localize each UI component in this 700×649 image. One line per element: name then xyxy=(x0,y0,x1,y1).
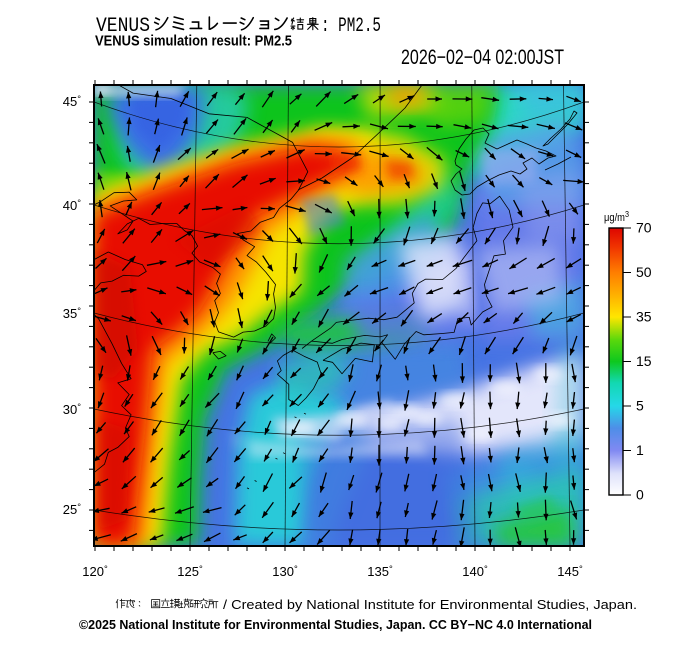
svg-text:145°: 145° xyxy=(557,564,583,579)
svg-text:μg/m3: μg/m3 xyxy=(604,209,629,224)
svg-text:35: 35 xyxy=(636,309,652,325)
svg-text:45°: 45° xyxy=(63,94,81,109)
svg-text:: PM2.5: : PM2.5 xyxy=(321,15,381,38)
svg-text:15: 15 xyxy=(636,353,652,369)
svg-text:1: 1 xyxy=(636,442,644,458)
svg-text:2026−02−04 02:00JST: 2026−02−04 02:00JST xyxy=(401,46,564,69)
svg-text:140°: 140° xyxy=(462,564,488,579)
svg-text:5: 5 xyxy=(636,398,644,414)
svg-text:40°: 40° xyxy=(63,198,81,213)
svg-text:VENUS simulation result: PM2.5: VENUS simulation result: PM2.5 xyxy=(95,33,292,50)
svg-text:35°: 35° xyxy=(63,306,81,321)
svg-text:135°: 135° xyxy=(367,564,393,579)
svg-text:130°: 130° xyxy=(272,564,298,579)
svg-text:70: 70 xyxy=(636,220,652,236)
svg-text:©2025 National Institute for E: ©2025 National Institute for Environment… xyxy=(79,617,592,632)
svg-text:50: 50 xyxy=(636,264,652,280)
svg-text:VENUS: VENUS xyxy=(96,15,150,38)
svg-text:/ Created by National Institut: / Created by National Institute for Envi… xyxy=(223,597,637,612)
svg-text:125°: 125° xyxy=(177,564,203,579)
svg-text:120°: 120° xyxy=(82,564,108,579)
svg-text:25°: 25° xyxy=(63,502,81,517)
svg-text:0: 0 xyxy=(636,487,644,503)
svg-text:30°: 30° xyxy=(63,402,81,417)
